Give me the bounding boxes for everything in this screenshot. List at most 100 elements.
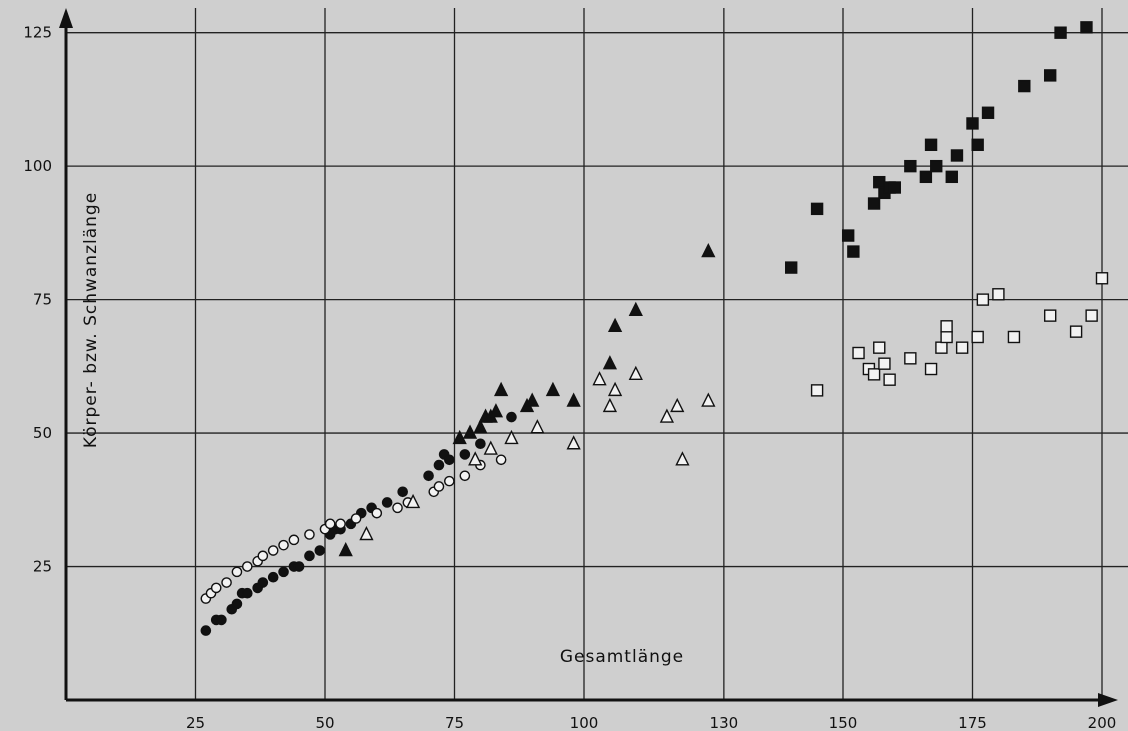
y-tick-label-2: 75 [33,291,52,309]
circle-filled-point-28 [475,438,486,450]
circle-open-point-11 [304,529,315,540]
square-filled-point-10 [919,170,933,184]
triangle-filled-point-13 [607,317,623,333]
x-tick-label-3: 100 [570,714,599,731]
circle-open-point-5 [241,561,253,572]
square-filled-point-15 [966,117,979,130]
square-filled-point-2 [841,229,855,242]
circle-filled-point-2 [216,614,227,626]
circle-filled-point-4 [231,598,243,610]
square-filled-point-20 [1054,26,1067,39]
x-tick-labels: 25 50 75 100 130 150 175 200 [186,714,1116,731]
square-filled-point-5 [873,175,886,189]
square-open-point-15 [992,288,1005,301]
circle-filled-point-13 [304,550,315,562]
square-filled-point-4 [867,197,881,210]
circle-filled-point-14 [314,545,326,556]
square-open-point-5 [878,357,891,370]
triangle-open-point-7 [592,371,607,386]
circle-filled-point-29 [506,411,517,423]
y-axis-label: Körper- bzw. Schwanzlänge [81,192,101,448]
data-marks [200,21,1109,636]
square-filled-point-12 [930,159,943,173]
circle-filled-point-23 [423,470,434,482]
triangle-open-point-6 [566,435,581,450]
square-open-point-18 [1069,325,1083,338]
circle-open-point-17 [392,502,403,514]
circle-open-point-9 [278,539,289,551]
triangle-open-point-11 [659,408,675,423]
grid-lines [66,8,1128,700]
square-open-point-12 [955,341,969,354]
square-open-point-7 [904,352,917,365]
triangle-open-point-12 [670,397,685,413]
square-open-point-6 [883,373,896,386]
triangle-filled-point-2 [462,424,478,439]
circle-filled-point-12 [293,561,305,572]
circle-filled-point-8 [257,577,269,588]
x-axis-label: Gesamtlänge [560,647,684,667]
y-axis-arrow [59,8,73,28]
circle-filled-point-21 [381,497,393,508]
circle-open-point-3 [221,577,232,588]
square-filled-point-16 [971,138,984,152]
square-open-point-1 [852,346,865,360]
triangle-open-point-0 [359,525,374,541]
circle-filled-point-6 [241,587,253,599]
triangle-open-point-14 [701,392,716,407]
square-open-point-20 [1095,272,1109,285]
y-tick-label-0: 25 [33,558,52,576]
circle-open-point-4 [231,566,243,578]
triangle-filled-point-11 [566,392,581,407]
x-tick-label-0: 25 [186,714,205,731]
x-tick-label-4: 130 [710,714,739,731]
triangle-filled-point-14 [628,301,643,316]
square-filled-point-17 [981,106,995,119]
square-open-point-0 [810,384,824,397]
triangle-open-point-4 [504,429,519,445]
square-filled-point-13 [945,170,958,184]
square-open-point-19 [1085,309,1098,322]
square-open-point-4 [873,341,886,354]
square-filled-point-19 [1043,69,1057,82]
circle-filled-point-27 [459,449,471,460]
triangle-filled-point-3 [473,419,488,434]
square-filled-point-21 [1080,21,1093,34]
triangle-filled-point-9 [525,392,540,407]
triangle-open-point-10 [628,365,643,381]
circle-filled-point-24 [433,459,445,471]
triangle-filled-point-12 [602,355,618,370]
x-axis-arrow [1098,693,1118,707]
circle-open-point-13 [324,518,336,530]
square-filled-point-18 [1018,79,1031,93]
circle-filled-point-9 [267,571,279,583]
x-tick-label-2: 75 [445,714,464,731]
x-tick-label-5: 150 [829,714,858,731]
circle-open-point-15 [350,513,362,524]
square-filled-point-1 [810,202,824,216]
square-open-point-11 [940,320,953,333]
square-filled-point-9 [904,159,917,173]
square-filled-point-3 [847,245,860,258]
triangle-open-point-5 [530,419,545,434]
x-tick-label-7: 200 [1088,714,1117,731]
x-tick-label-1: 50 [315,714,334,731]
square-filled-point-11 [924,138,938,152]
square-open-point-3 [867,368,881,381]
square-open-point-8 [924,362,938,376]
triangle-open-point-13 [675,451,690,466]
circle-open-point-20 [433,481,445,492]
triangle-open-point-9 [607,381,623,397]
x-tick-label-6: 175 [958,714,987,731]
circle-filled-point-26 [444,454,455,466]
triangle-open-point-1 [405,493,421,509]
triangle-open-point-8 [602,397,618,413]
triangle-filled-point-1 [452,429,467,445]
circle-open-point-16 [371,507,383,519]
square-filled-point-0 [785,261,798,274]
square-open-point-9 [935,341,948,354]
circle-open-point-2 [210,582,222,594]
circle-filled-point-0 [200,625,212,636]
triangle-filled-point-0 [338,541,353,557]
circle-filled-point-10 [278,566,289,578]
